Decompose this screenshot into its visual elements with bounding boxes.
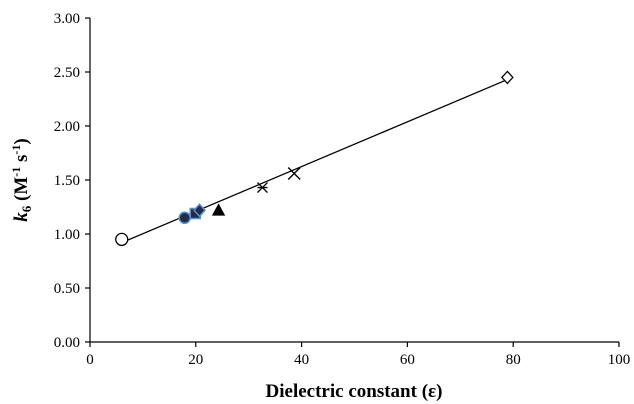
y-axis-title-unit-close: ): [11, 138, 32, 144]
y-axis-title-subscript: 6: [19, 205, 34, 212]
x-axis-ticks: 0 20 40 60 80 100: [86, 342, 630, 368]
y-axis-title-sup1: -1: [9, 167, 23, 177]
data-point-x-cross: [287, 167, 301, 181]
data-point-open-diamond: [500, 70, 514, 85]
data-point-filled-triangle: [211, 203, 226, 216]
x-axis-title: Dielectric constant (ε): [266, 381, 443, 402]
data-point-open-circle: [115, 232, 129, 247]
plot-area: 0 20 40 60 80 100 0.00 0.50 1.00 1.50 2.00 2.50 3.0…: [54, 11, 631, 368]
y-axis-ticks: 0.00 0.50 1.00 1.50 2.00 2.50 3.00: [54, 11, 90, 351]
data-points: [115, 70, 514, 247]
x-tick-label: 40: [294, 352, 309, 368]
y-tick-label: 0.50: [54, 281, 80, 297]
y-tick-label: 2.50: [54, 65, 80, 81]
y-tick-label: 0.00: [54, 335, 80, 351]
data-point-filled-diamond: [192, 203, 207, 218]
y-axis-title-unit-open: (M: [11, 177, 32, 206]
y-axis-title-unit-mid: s: [11, 155, 32, 167]
y-tick-label: 1.50: [54, 173, 80, 189]
x-tick-label: 80: [506, 352, 521, 368]
data-point-filled-circle: [178, 211, 191, 225]
y-tick-label: 1.00: [54, 227, 80, 243]
data-point-x-star: [256, 182, 268, 194]
x-tick-label: 20: [188, 352, 203, 368]
x-tick-label: 0: [86, 352, 94, 368]
y-axis-title: k6 (M-1 s-1): [9, 138, 34, 222]
y-axis-title-k: k: [11, 212, 32, 222]
y-tick-label: 3.00: [54, 11, 80, 27]
y-axis-title-sup2: -1: [9, 145, 23, 155]
y-tick-label: 2.00: [54, 119, 80, 135]
x-tick-label: 100: [608, 352, 631, 368]
x-tick-label: 60: [400, 352, 415, 368]
